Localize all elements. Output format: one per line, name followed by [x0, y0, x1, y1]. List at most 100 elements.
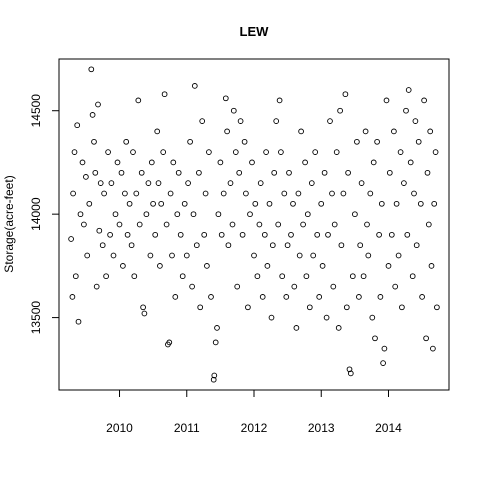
data-point — [401, 180, 407, 186]
data-point — [237, 118, 244, 124]
data-point — [385, 263, 392, 269]
data-point — [338, 242, 345, 249]
data-point — [229, 221, 236, 228]
data-point — [335, 325, 342, 331]
data-point — [135, 97, 142, 104]
data-point — [88, 66, 95, 73]
data-point — [239, 231, 246, 238]
data-point — [166, 339, 173, 346]
data-point — [432, 149, 439, 155]
data-point — [377, 294, 384, 300]
data-point — [96, 227, 103, 234]
data-point — [427, 128, 434, 135]
data-point — [183, 252, 190, 259]
data-point — [298, 128, 304, 135]
data-point — [357, 242, 364, 249]
data-point — [386, 169, 393, 176]
data-point — [356, 294, 362, 300]
data-point — [251, 252, 257, 259]
data-point — [257, 180, 264, 186]
data-point — [318, 200, 325, 207]
data-point — [103, 273, 109, 280]
data-point — [319, 263, 326, 269]
data-point — [288, 231, 294, 238]
data-point — [388, 231, 395, 238]
data-point — [417, 200, 424, 207]
data-point — [314, 231, 321, 238]
data-point — [122, 190, 128, 197]
data-point — [163, 221, 170, 228]
data-point — [431, 200, 438, 207]
data-point — [158, 200, 165, 207]
data-point — [360, 273, 367, 280]
data-point — [234, 283, 241, 290]
data-point — [75, 318, 82, 325]
data-point — [325, 231, 331, 238]
data-point — [74, 122, 81, 129]
data-point — [70, 190, 76, 197]
data-point — [107, 231, 113, 238]
data-point — [161, 91, 168, 98]
data-point — [170, 159, 177, 166]
data-point — [428, 263, 435, 269]
data-point — [391, 128, 397, 135]
data-point — [290, 200, 296, 207]
data-point — [245, 304, 251, 311]
data-point — [419, 294, 425, 300]
data-point — [252, 200, 259, 207]
data-point — [71, 149, 78, 155]
data-point — [77, 211, 84, 218]
data-point — [79, 159, 86, 166]
data-point — [367, 190, 374, 197]
data-point — [191, 83, 198, 89]
data-point — [155, 180, 162, 186]
data-point — [199, 118, 206, 124]
data-point — [236, 169, 243, 176]
data-point — [397, 149, 404, 155]
data-point — [293, 325, 300, 331]
data-point — [395, 252, 402, 259]
y-tick-label: 14000 — [29, 197, 43, 231]
data-point — [331, 221, 338, 228]
data-point — [306, 304, 313, 311]
data-point — [403, 107, 409, 114]
data-point — [329, 190, 335, 197]
data-point — [197, 304, 204, 311]
data-points — [68, 66, 440, 383]
data-point — [68, 236, 74, 242]
data-point — [333, 149, 340, 155]
data-point — [393, 200, 400, 207]
data-point — [323, 314, 330, 321]
data-point — [383, 97, 390, 104]
data-point — [278, 149, 284, 155]
data-point — [275, 221, 282, 228]
data-point — [243, 190, 249, 197]
data-point — [362, 128, 369, 135]
data-point — [157, 263, 163, 269]
data-point — [83, 174, 89, 180]
data-point — [264, 263, 271, 269]
data-point — [276, 97, 283, 104]
data-point — [136, 221, 143, 228]
data-point — [124, 231, 131, 238]
data-point — [105, 149, 111, 155]
data-point — [268, 314, 275, 321]
data-point — [411, 190, 417, 197]
data-point — [241, 138, 248, 145]
data-point — [434, 304, 440, 311]
data-point — [409, 273, 416, 280]
data-point — [425, 221, 432, 228]
data-point — [187, 138, 193, 145]
data-point — [225, 242, 232, 249]
data-point — [160, 149, 167, 155]
data-point — [114, 159, 121, 166]
data-point — [352, 211, 358, 218]
data-point — [92, 169, 99, 176]
data-point — [430, 345, 436, 352]
data-point — [97, 180, 104, 186]
data-point — [286, 169, 292, 176]
data-point — [133, 190, 140, 197]
data-point — [303, 273, 310, 280]
data-point — [148, 159, 155, 166]
data-point — [201, 231, 208, 238]
